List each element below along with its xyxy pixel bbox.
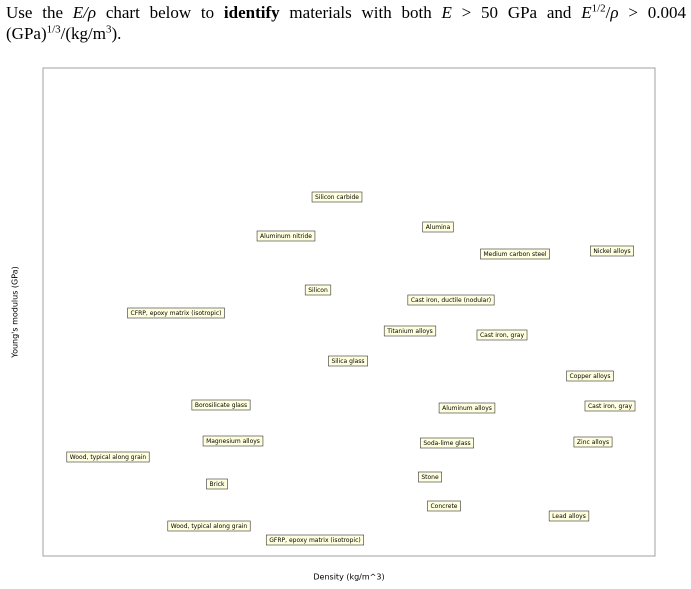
- question-text: 1/2: [591, 2, 606, 15]
- label-box: [420, 437, 474, 449]
- material-label-box: Cast iron, gray: [476, 329, 528, 341]
- material-label-box: Soda-lime glass: [420, 437, 474, 449]
- question-text: 3: [106, 23, 112, 36]
- material-label-box: Aluminum alloys: [438, 402, 496, 414]
- material-label-box: Lead alloys: [548, 510, 590, 522]
- material-label: Medium carbon steel: [483, 251, 546, 258]
- material-label: Soda-lime glass: [423, 440, 470, 447]
- material-label: CFRP, epoxy matrix (isotropic): [131, 310, 222, 317]
- label-box: [422, 221, 454, 233]
- question-text: /: [605, 3, 611, 22]
- material-label-box: Cast iron, gray: [584, 400, 636, 412]
- material-label-box: GFRP, epoxy matrix (isotropic): [265, 534, 365, 546]
- material-label: Titanium alloys: [386, 328, 433, 335]
- question-text: identify: [223, 3, 280, 22]
- material-label-box: Zinc alloys: [573, 436, 613, 448]
- material-label: Alumina: [426, 224, 451, 231]
- label-box: [304, 284, 332, 296]
- question: Use the E/ρ chart below to identify mate…: [6, 2, 686, 44]
- label-box: [438, 402, 496, 414]
- material-label-box: Titanium alloys: [383, 325, 437, 337]
- y-axis-title: Young's modulus (GPa): [11, 266, 20, 359]
- question-text: > 0.004 (GPa): [6, 3, 686, 43]
- material-label: Cast iron, gray: [588, 403, 632, 410]
- label-box: [590, 245, 634, 257]
- material-label: Zinc alloys: [577, 439, 609, 446]
- material-label: Brick: [209, 481, 225, 488]
- question-text: 1/3: [46, 23, 61, 36]
- question-text: E: [441, 3, 452, 22]
- label-box: [407, 294, 495, 306]
- question-text: chart below to: [96, 3, 224, 22]
- material-label-box: Borosilicate glass: [191, 399, 251, 411]
- x-axis-title: Density (kg/m^3): [313, 573, 384, 582]
- label-box: [256, 230, 316, 242]
- material-label: Magnesium alloys: [206, 438, 260, 445]
- label-box: [383, 325, 437, 337]
- material-label-box: Alumina: [422, 221, 454, 233]
- material-label: GFRP, epoxy matrix (isotropic): [269, 537, 360, 544]
- label-box: [66, 451, 150, 463]
- material-label: Silica glass: [331, 358, 364, 365]
- material-label-box: Aluminum nitride: [256, 230, 316, 242]
- material-label-box: Silicon: [304, 284, 332, 296]
- material-label: Stone: [421, 474, 439, 481]
- label-box: [265, 534, 365, 546]
- label-box: [480, 248, 550, 260]
- material-label-box: Wood, typical along grain: [167, 520, 251, 532]
- material-label: Wood, typical along grain: [70, 454, 147, 461]
- label-box: [202, 435, 264, 447]
- material-label-box: Silicon carbide: [311, 191, 363, 203]
- material-label-box: Silica glass: [328, 355, 368, 367]
- question-text: ).: [111, 24, 122, 43]
- question-text: Use the: [6, 3, 73, 22]
- question-text: E: [581, 3, 592, 22]
- label-box: [311, 191, 363, 203]
- material-label-box: Stone: [418, 471, 442, 483]
- question-text: ρ: [610, 3, 619, 22]
- question-text: E/ρ: [72, 3, 97, 22]
- material-label: Cast iron, gray: [480, 332, 524, 339]
- label-box: [476, 329, 528, 341]
- label-box: [191, 399, 251, 411]
- material-label: Lead alloys: [552, 513, 586, 520]
- label-box: [573, 436, 613, 448]
- label-box: [418, 471, 442, 483]
- material-label: Borosilicate glass: [195, 402, 247, 409]
- material-label-box: Concrete: [427, 500, 461, 512]
- label-box: [206, 478, 228, 490]
- question-text: /(kg/m: [60, 24, 107, 43]
- material-label-box: Copper alloys: [566, 370, 614, 382]
- material-label-box: Nickel alloys: [590, 245, 634, 257]
- material-label-box: CFRP, epoxy matrix (isotropic): [127, 307, 225, 319]
- material-label: Wood, typical along grain: [171, 523, 248, 530]
- material-label: Concrete: [430, 503, 457, 510]
- material-label: Silicon carbide: [315, 194, 359, 201]
- label-box: [548, 510, 590, 522]
- material-label-box: Magnesium alloys: [202, 435, 264, 447]
- material-label: Cast iron, ductile (nodular): [411, 297, 491, 304]
- material-label-box: Medium carbon steel: [480, 248, 550, 260]
- material-label: Aluminum alloys: [442, 405, 492, 412]
- question-text: > 50 GPa and: [451, 3, 582, 22]
- material-label: Nickel alloys: [593, 248, 630, 255]
- material-label-box: Cast iron, ductile (nodular): [407, 294, 495, 306]
- label-box: [427, 500, 461, 512]
- label-box: [584, 400, 636, 412]
- material-label: Silicon: [308, 287, 328, 294]
- question-text: materials with both: [279, 3, 442, 22]
- label-box: [167, 520, 251, 532]
- label-box: [127, 307, 225, 319]
- material-label: Aluminum nitride: [260, 233, 312, 240]
- label-box: [328, 355, 368, 367]
- label-box: [566, 370, 614, 382]
- material-label-box: Wood, typical along grain: [66, 451, 150, 463]
- material-label-box: Brick: [206, 478, 228, 490]
- material-label: Copper alloys: [570, 373, 611, 380]
